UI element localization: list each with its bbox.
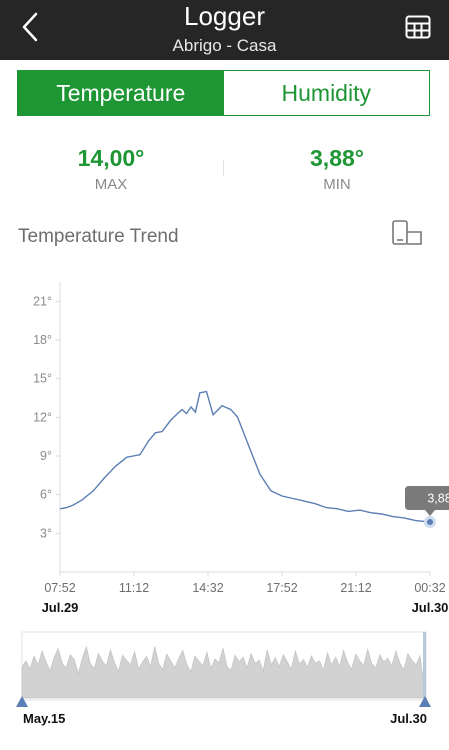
value-tooltip: 3,88° [405,485,449,516]
x-tick-label: 00:32 [414,581,445,595]
x-tick-label: 14:32 [192,581,223,595]
rotate-button[interactable] [390,220,426,248]
y-tick-label: 15° [33,372,52,386]
metric-tabs: Temperature Humidity [17,70,430,116]
temperature-series-line [59,390,431,523]
navigator-right-edge [423,632,426,700]
app-header: Logger Abrigo - Casa [0,0,449,60]
x-tick-label: 11:12 [119,581,149,595]
y-tick-label: 12° [33,410,52,424]
page-subtitle: Abrigo - Casa [172,36,277,55]
navigator-right-handle[interactable] [419,696,431,707]
min-label: MIN [323,176,351,193]
table-grid-icon [405,15,431,39]
navigator-left-handle[interactable] [16,696,28,707]
tooltip-text: 3,88° [427,491,449,505]
navigator-end-label: Jul.30 [390,711,427,726]
max-value: 14,00° [77,145,145,171]
x-tick-label: 21:12 [340,581,371,595]
chart-axes [59,282,430,573]
navigator-area [21,645,425,699]
min-value: 3,88° [310,145,364,171]
range-navigator[interactable]: May.15 Jul.30 [0,630,449,742]
back-button[interactable] [14,10,48,44]
tooltip-background [405,485,449,516]
rotate-screen-icon [392,220,422,245]
x-date-label: Jul.30 [412,600,449,615]
table-view-button[interactable] [405,14,431,40]
highlight-point[interactable] [427,518,433,525]
x-tick-label: 17:52 [266,581,297,595]
x-tick-label: 07:52 [44,581,75,595]
tab-humidity[interactable]: Humidity [223,71,429,115]
y-tick-label: 9° [40,449,52,463]
max-label: MAX [94,176,128,193]
stat-divider [223,160,224,176]
page-title: Logger [184,1,265,31]
y-tick-label: 21° [33,294,52,308]
min-stat: 3,88° MIN [257,145,417,194]
trend-title: Temperature Trend [18,226,179,247]
x-date-label: Jul.29 [42,600,79,615]
y-tick-label: 18° [33,333,52,347]
navigator-start-label: May.15 [23,711,65,726]
chevron-left-icon [22,12,38,42]
temperature-chart[interactable]: 3° 6° 9° 12° 15° 18° 21° 07:52 11:12 14:32 17:52 2… [0,262,449,632]
tab-temperature[interactable]: Temperature [18,71,224,115]
max-stat: 14,00° MAX [31,145,191,194]
y-tick-label: 6° [40,488,52,502]
y-tick-label: 3° [40,526,52,540]
